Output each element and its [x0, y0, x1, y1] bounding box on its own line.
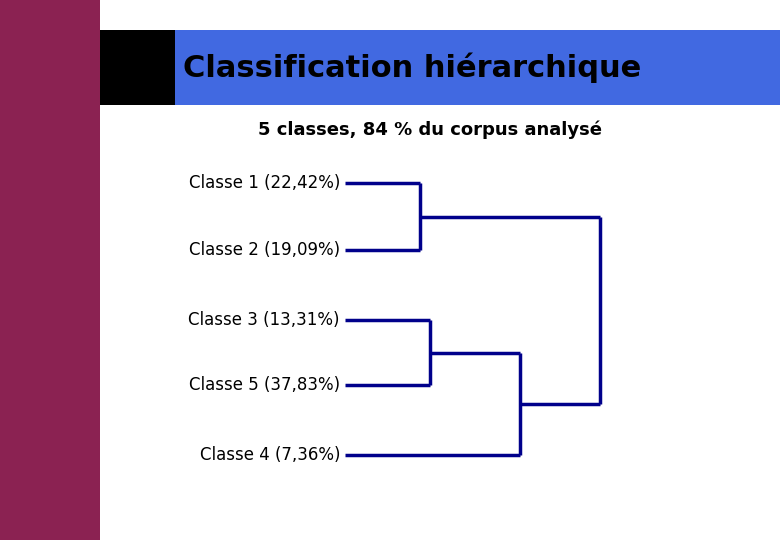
Bar	[100, 30, 780, 105]
Bar	[100, 30, 175, 105]
Text: Classe 5 (37,83%): Classe 5 (37,83%)	[189, 376, 340, 394]
Text: Classe 4 (7,36%): Classe 4 (7,36%)	[200, 446, 340, 464]
Text: Classe 2 (19,09%): Classe 2 (19,09%)	[189, 241, 340, 259]
Text: 5 classes, 84 % du corpus analysé: 5 classes, 84 % du corpus analysé	[258, 121, 602, 139]
Text: Classe 3 (13,31%): Classe 3 (13,31%)	[189, 311, 340, 329]
Bar	[0, 0, 100, 540]
Text: Classe 1 (22,42%): Classe 1 (22,42%)	[189, 174, 340, 192]
Text: Classification hiérarchique: Classification hiérarchique	[183, 52, 641, 83]
